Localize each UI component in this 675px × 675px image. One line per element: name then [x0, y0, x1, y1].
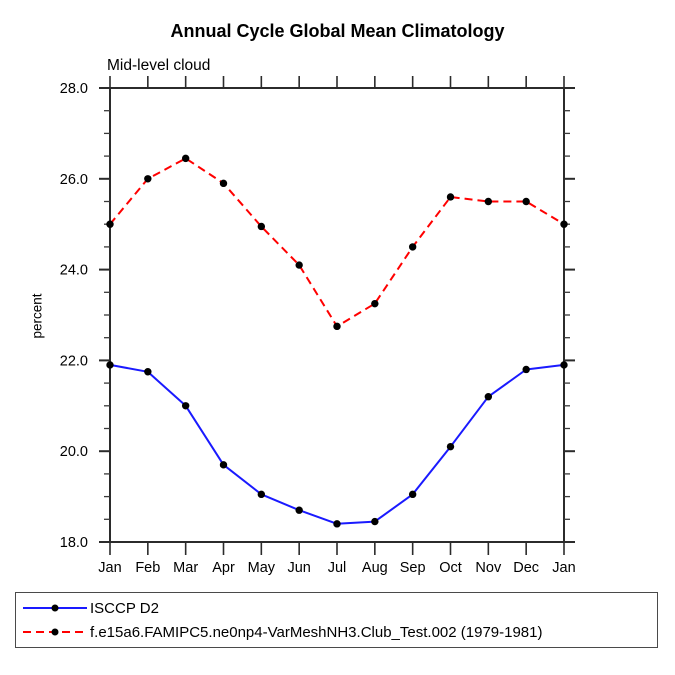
data-point-marker [219, 179, 228, 188]
data-point-marker [144, 368, 152, 376]
y-tick-label: 22.0 [60, 353, 88, 369]
data-point-marker [144, 175, 152, 183]
data-point-marker [522, 365, 530, 374]
x-tick-label: Oct [439, 560, 462, 576]
x-tick-label: Jun [287, 560, 310, 576]
y-tick-label: 20.0 [60, 444, 88, 460]
data-point-marker [181, 402, 190, 410]
series-line-0 [109, 363, 565, 525]
data-point-marker [371, 299, 379, 308]
data-point-marker [371, 517, 379, 526]
series-line-1 [109, 157, 565, 328]
x-tick-label: Mar [173, 560, 198, 576]
plot-frame [109, 87, 565, 543]
chart-title: Annual Cycle Global Mean Climatology [170, 21, 505, 41]
x-tick-label: Dec [513, 560, 539, 576]
data-point-marker [219, 461, 228, 469]
series-lines [109, 157, 565, 525]
x-tick-label: Jan [98, 560, 121, 576]
data-point-marker [484, 393, 493, 401]
legend-label: ISCCP D2 [90, 599, 159, 617]
axes-frame [109, 87, 565, 543]
data-point-marker [522, 197, 530, 206]
legend-label: f.e15a6.FAMIPC5.ne0np4-VarMeshNH3.Club_T… [90, 623, 543, 641]
x-tick-label: Jan [552, 560, 575, 576]
data-point-marker [484, 197, 493, 206]
x-tick-label: Sep [400, 560, 426, 576]
legend-marker-dot-icon [51, 628, 59, 636]
legend-entry-model-run: f.e15a6.FAMIPC5.ne0np4-VarMeshNH3.Club_T… [22, 622, 657, 642]
data-point-marker [257, 490, 266, 499]
x-tick-label: Apr [212, 560, 235, 576]
data-point-marker [106, 361, 114, 369]
tick-labels: 18.0 20.0 22.0 24.0 26.0 28.0 Jan Feb Mar Apr May J… [60, 81, 576, 576]
x-tick-label: Feb [135, 560, 160, 576]
data-point-marker [106, 220, 114, 228]
data-point-marker [408, 490, 417, 499]
data-point-marker [446, 193, 455, 201]
x-tick-label: Jul [328, 560, 347, 576]
data-point-marker [560, 361, 568, 369]
legend-marker-dot-icon [51, 604, 59, 612]
chart-subtitle: Mid-level cloud [107, 57, 211, 74]
y-tick-label: 26.0 [60, 172, 88, 188]
y-tick-label: 18.0 [60, 535, 88, 551]
data-point-marker [446, 442, 455, 451]
axis-ticks [99, 76, 575, 555]
y-tick-label: 24.0 [60, 263, 88, 279]
legend-line-sample-dashed [23, 628, 87, 636]
data-point-marker [257, 222, 266, 231]
legend: ISCCP D2 f.e15a6.FAMIPC5.ne0np4-VarMeshN… [15, 592, 658, 648]
data-markers [106, 154, 568, 528]
data-point-marker [181, 154, 190, 163]
x-tick-label: Aug [362, 560, 388, 576]
legend-line-sample-solid [23, 604, 87, 612]
data-point-marker [408, 243, 417, 251]
data-point-marker [333, 322, 341, 331]
data-point-marker [560, 220, 568, 228]
data-point-marker [295, 506, 303, 514]
x-tick-label: May [248, 560, 276, 576]
y-tick-label: 28.0 [60, 81, 88, 97]
data-point-marker [295, 261, 303, 269]
x-tick-label: Nov [475, 560, 502, 576]
legend-entry-isccp-d2: ISCCP D2 [22, 598, 657, 618]
data-point-marker [333, 520, 341, 528]
